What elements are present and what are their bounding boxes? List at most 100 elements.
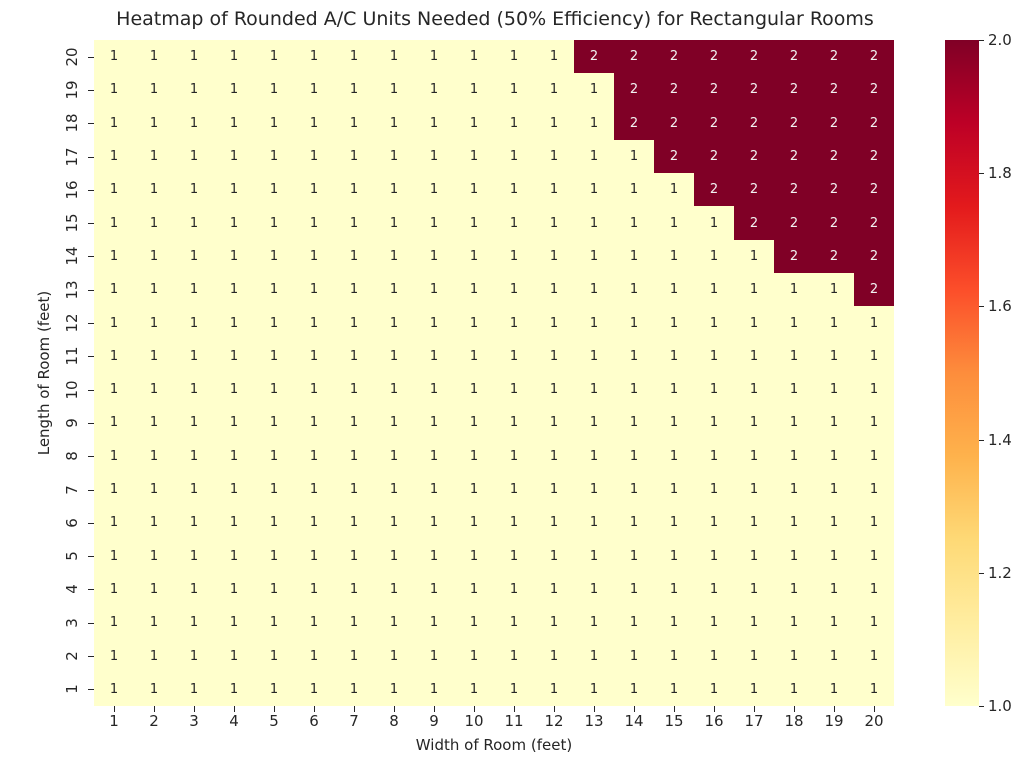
heatmap-cell: 1 — [614, 439, 654, 473]
heatmap-cell: 1 — [534, 239, 574, 274]
heatmap-cell: 1 — [614, 406, 654, 440]
x-tick-mark — [274, 706, 275, 712]
heatmap-cell: 1 — [214, 639, 254, 673]
heatmap-cell: 1 — [614, 139, 654, 174]
heatmap-cell: 1 — [774, 606, 814, 640]
x-tick-mark — [194, 706, 195, 712]
heatmap-cell: 1 — [534, 339, 574, 373]
heatmap-cell: 2 — [734, 139, 774, 174]
heatmap-cell: 1 — [94, 273, 134, 307]
heatmap-cell: 1 — [134, 339, 174, 373]
heatmap-cell: 1 — [94, 639, 134, 673]
heatmap-cell: 1 — [414, 73, 454, 107]
heatmap-cell: 2 — [774, 239, 814, 274]
heatmap-cell: 1 — [694, 672, 734, 706]
heatmap-cell: 1 — [654, 639, 694, 673]
heatmap-cell: 1 — [574, 406, 614, 440]
heatmap-cell: 1 — [374, 339, 414, 373]
heatmap-cell: 1 — [774, 306, 814, 340]
heatmap-cell: 1 — [694, 339, 734, 373]
heatmap-cell: 2 — [614, 40, 654, 74]
heatmap-cell: 1 — [94, 672, 134, 706]
heatmap-cell: 1 — [94, 306, 134, 340]
x-tick-label: 18 — [784, 712, 804, 730]
heatmap-cell: 1 — [534, 572, 574, 607]
heatmap-cell: 1 — [214, 173, 254, 207]
heatmap-cell: 1 — [534, 472, 574, 507]
heatmap-cell: 2 — [734, 40, 774, 74]
heatmap-cell: 1 — [294, 639, 334, 673]
heatmap-cell: 1 — [294, 139, 334, 174]
heatmap-cell: 1 — [254, 439, 294, 473]
heatmap-cell: 1 — [654, 306, 694, 340]
heatmap-cell: 1 — [614, 273, 654, 307]
heatmap-cell: 1 — [654, 206, 694, 240]
y-tick-mark — [88, 89, 94, 91]
x-tick-mark — [594, 706, 595, 712]
heatmap-cell: 1 — [574, 139, 614, 174]
heatmap-cell: 1 — [334, 506, 374, 540]
x-axis-label: Width of Room (feet) — [415, 736, 573, 754]
heatmap-cell: 2 — [734, 173, 774, 207]
heatmap-cell: 1 — [534, 73, 574, 107]
colorbar-tick-label: 1.6 — [988, 297, 1012, 316]
y-tick-mark — [88, 256, 94, 258]
heatmap-cell: 1 — [814, 606, 854, 640]
heatmap-cell: 1 — [454, 173, 494, 207]
heatmap-cell: 1 — [174, 472, 214, 507]
heatmap-cell: 1 — [694, 639, 734, 673]
x-tick-mark — [394, 706, 395, 712]
heatmap-cell: 2 — [574, 40, 614, 74]
heatmap-cell: 1 — [214, 273, 254, 307]
heatmap-cell: 1 — [654, 173, 694, 207]
heatmap-cell: 2 — [654, 40, 694, 74]
heatmap-cell: 1 — [694, 539, 734, 573]
y-tick-label: 18 — [63, 113, 81, 133]
x-tick-label: 10 — [464, 712, 484, 730]
heatmap-cell: 1 — [134, 406, 174, 440]
heatmap-cell: 1 — [414, 106, 454, 140]
heatmap-cell: 1 — [214, 106, 254, 140]
heatmap-cell: 1 — [574, 672, 614, 706]
heatmap-cell: 1 — [254, 506, 294, 540]
heatmap-cell: 1 — [774, 472, 814, 507]
x-tick-label: 19 — [824, 712, 844, 730]
heatmap-cell: 1 — [534, 439, 574, 473]
heatmap-cell: 1 — [334, 372, 374, 407]
x-tick-mark — [114, 706, 115, 712]
y-tick-mark — [88, 356, 94, 358]
x-tick-mark — [634, 706, 635, 712]
y-tick-label: 14 — [63, 246, 81, 266]
heatmap-cell: 1 — [774, 506, 814, 540]
heatmap-cell: 1 — [614, 639, 654, 673]
heatmap-cell: 1 — [414, 539, 454, 573]
heatmap-cell: 1 — [294, 472, 334, 507]
heatmap-cell: 1 — [534, 639, 574, 673]
heatmap-cell: 1 — [734, 606, 774, 640]
heatmap-cell: 1 — [414, 439, 454, 473]
heatmap-cell: 1 — [414, 139, 454, 174]
heatmap-cell: 1 — [214, 672, 254, 706]
heatmap-cell: 2 — [694, 139, 734, 174]
heatmap-cell: 1 — [294, 306, 334, 340]
heatmap-cell: 1 — [374, 639, 414, 673]
y-axis-label: Length of Room (feet) — [35, 290, 53, 456]
heatmap-cell: 1 — [494, 606, 534, 640]
heatmap-cell: 1 — [614, 672, 654, 706]
heatmap-cell: 1 — [134, 606, 174, 640]
heatmap-cell: 1 — [814, 406, 854, 440]
heatmap-cell: 1 — [294, 506, 334, 540]
heatmap-cell: 1 — [94, 339, 134, 373]
heatmap-cell: 1 — [254, 273, 294, 307]
colorbar-tick-mark — [979, 306, 984, 308]
heatmap-cell: 1 — [254, 206, 294, 240]
heatmap-cell: 1 — [454, 539, 494, 573]
heatmap-cell: 1 — [174, 372, 214, 407]
heatmap-cell: 1 — [694, 273, 734, 307]
heatmap-cell: 1 — [454, 606, 494, 640]
heatmap-cell: 1 — [454, 239, 494, 274]
heatmap-cell: 2 — [774, 73, 814, 107]
heatmap-cell: 1 — [854, 672, 894, 706]
heatmap-cell: 1 — [374, 206, 414, 240]
heatmap-cell: 1 — [774, 539, 814, 573]
